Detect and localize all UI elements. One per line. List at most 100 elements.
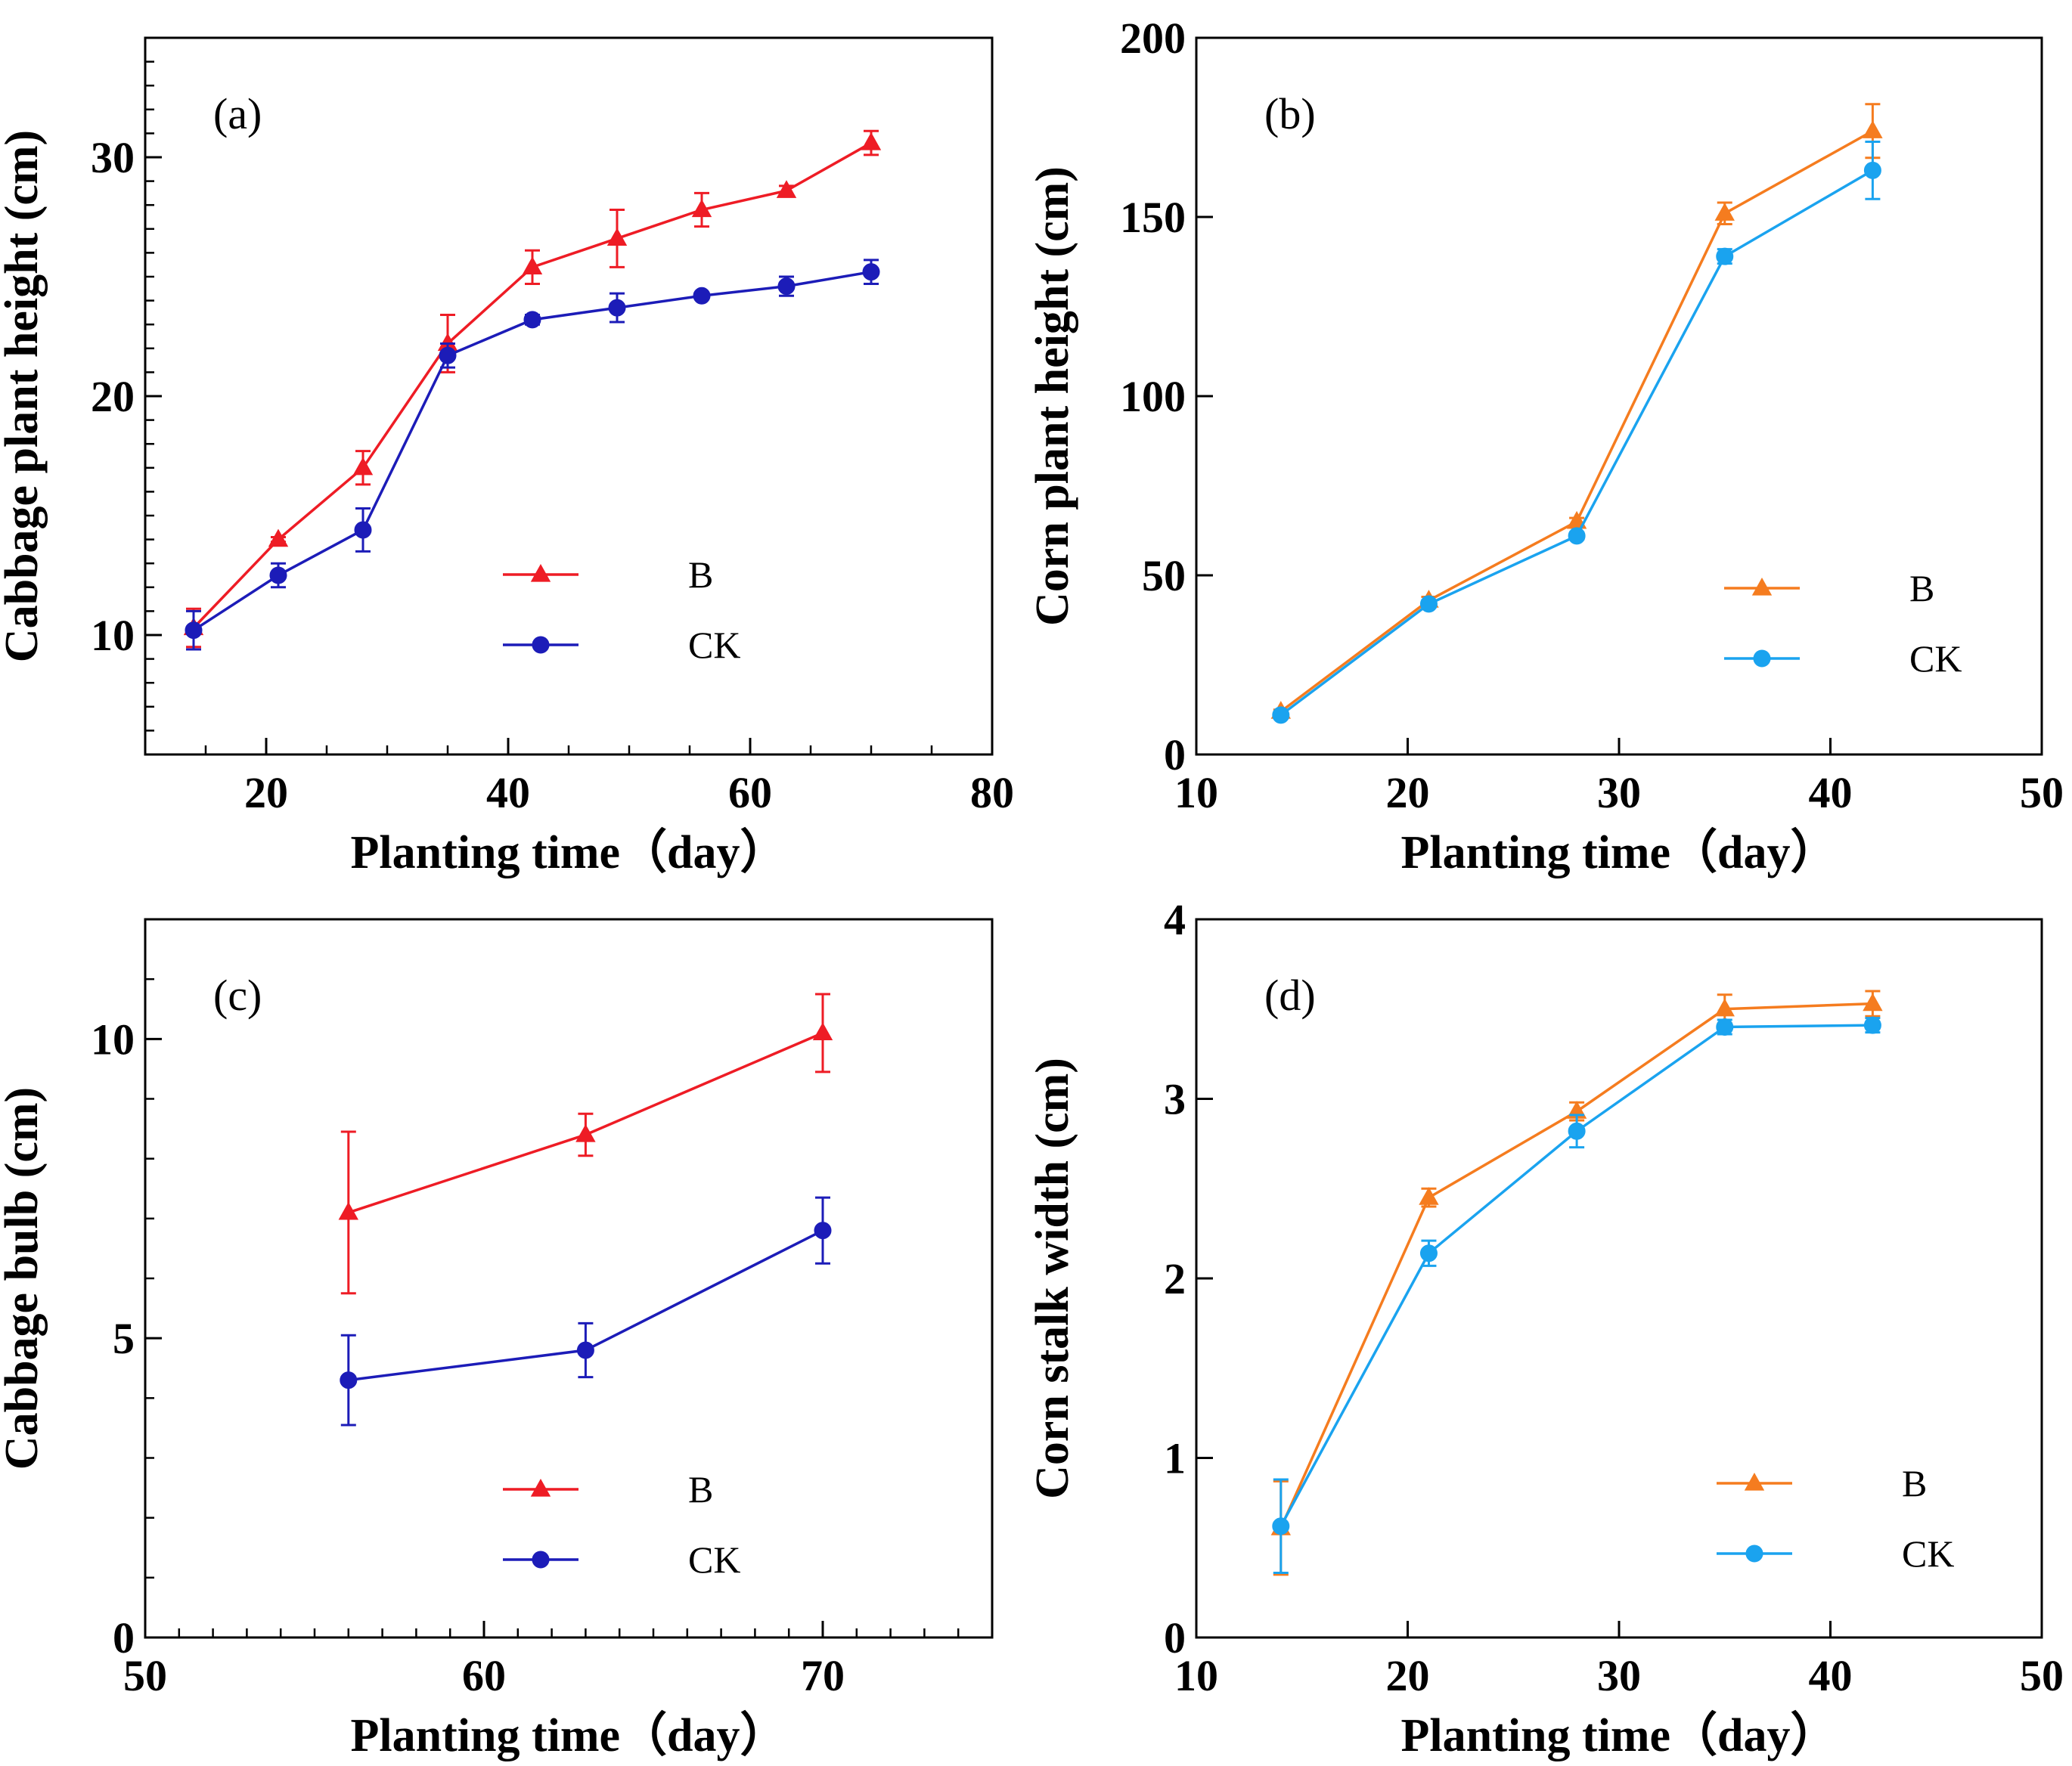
y-tick-label: 1 bbox=[1164, 1434, 1186, 1483]
data-point bbox=[606, 228, 628, 246]
series-ck bbox=[185, 259, 880, 651]
y-axis-title: Cabbage bulb (cm) bbox=[0, 1087, 48, 1470]
series-line bbox=[1279, 129, 1874, 713]
data-point bbox=[1419, 1244, 1438, 1263]
x-tick-label: 80 bbox=[970, 768, 1014, 817]
y-tick-label: 0 bbox=[1164, 1613, 1186, 1662]
data-point bbox=[576, 1341, 594, 1359]
y-tick-label: 100 bbox=[1120, 372, 1186, 421]
data-point bbox=[862, 263, 880, 281]
plot-frame bbox=[144, 918, 994, 1639]
series-ck bbox=[340, 1196, 832, 1427]
data-point bbox=[354, 521, 372, 539]
series-b bbox=[1270, 103, 1883, 719]
data-point bbox=[340, 1371, 358, 1390]
series-line bbox=[1279, 1024, 1873, 1527]
data-point bbox=[185, 621, 203, 640]
data-point bbox=[1863, 1016, 1881, 1034]
data-point bbox=[1272, 1517, 1290, 1535]
legend-label: CK bbox=[1909, 637, 1962, 680]
legend-entry-ck: CK bbox=[503, 1538, 740, 1581]
x-tick-label: 20 bbox=[244, 768, 288, 817]
data-point bbox=[523, 311, 541, 329]
y-axis-title: Cabbage plant height (cm) bbox=[0, 130, 48, 662]
x-tick-label: 40 bbox=[1809, 1651, 1853, 1700]
series-line bbox=[192, 141, 872, 629]
data-point bbox=[608, 299, 626, 317]
legend-marker bbox=[530, 1478, 551, 1497]
x-tick-label: 10 bbox=[1174, 768, 1218, 817]
legend-entry-b: B bbox=[1724, 567, 1934, 609]
x-tick-label: 10 bbox=[1174, 1651, 1218, 1700]
data-point bbox=[861, 132, 882, 150]
series-line bbox=[1279, 169, 1874, 717]
data-point bbox=[522, 256, 543, 274]
plot-frame bbox=[1195, 918, 2043, 1639]
data-point bbox=[269, 566, 287, 584]
legend-label: CK bbox=[688, 1538, 740, 1581]
legend-marker bbox=[1751, 577, 1773, 596]
legend-entry-ck: CK bbox=[1724, 637, 1962, 680]
legend-marker bbox=[1744, 1472, 1765, 1491]
x-tick-label: 50 bbox=[2020, 1651, 2064, 1700]
legend-label: B bbox=[1909, 567, 1934, 609]
data-point bbox=[1568, 1122, 1586, 1140]
y-axis-title: Corn stalk width (cm) bbox=[1027, 1058, 1078, 1499]
data-point bbox=[1716, 1018, 1734, 1036]
panel-label: (c) bbox=[213, 971, 262, 1020]
data-point bbox=[777, 277, 796, 296]
legend-label: CK bbox=[688, 624, 740, 666]
x-axis-title: Planting time（day） bbox=[351, 1709, 787, 1761]
y-axis-title: Corn plant height (cm) bbox=[1027, 166, 1078, 626]
data-point bbox=[439, 346, 457, 364]
legend-entry-b: B bbox=[503, 1468, 713, 1510]
data-point bbox=[338, 1201, 359, 1220]
x-tick-label: 40 bbox=[486, 768, 530, 817]
legend-entry-b: B bbox=[503, 553, 713, 596]
x-tick-label: 60 bbox=[728, 768, 772, 817]
y-tick-label: 10 bbox=[91, 1015, 135, 1064]
legend-marker bbox=[1745, 1544, 1763, 1563]
legend-label: B bbox=[688, 1468, 713, 1510]
x-tick-label: 40 bbox=[1809, 768, 1853, 817]
x-axis-title: Planting time（day） bbox=[1401, 826, 1838, 878]
panel-c: 50 60 70 0 5 10 Planting time（day） Cabbage bulb… bbox=[0, 918, 994, 1761]
x-tick-label: 60 bbox=[462, 1651, 506, 1700]
y-tick-label: 0 bbox=[1164, 730, 1186, 779]
legend-label: B bbox=[1902, 1462, 1927, 1504]
data-point bbox=[1716, 247, 1734, 265]
series-ck bbox=[1272, 1016, 1881, 1574]
data-point bbox=[352, 457, 374, 476]
data-point bbox=[1863, 120, 1883, 138]
legend-entry-ck: CK bbox=[503, 624, 740, 666]
legend-marker bbox=[530, 563, 551, 582]
y-tick-label: 150 bbox=[1120, 193, 1186, 242]
y-tick-label: 2 bbox=[1164, 1254, 1186, 1303]
x-tick-label: 70 bbox=[801, 1651, 845, 1700]
y-tick-label: 5 bbox=[113, 1314, 135, 1363]
data-point bbox=[1419, 595, 1438, 613]
data-point bbox=[776, 180, 797, 198]
panel-label: (b) bbox=[1264, 89, 1316, 138]
series-line bbox=[1279, 1002, 1873, 1529]
legend-label: CK bbox=[1902, 1532, 1954, 1575]
data-point bbox=[814, 1222, 832, 1240]
legend-entry-b: B bbox=[1717, 1462, 1927, 1504]
legend-label: B bbox=[688, 553, 713, 596]
y-tick-label: 20 bbox=[91, 372, 135, 421]
x-tick-label: 30 bbox=[1597, 768, 1641, 817]
y-tick-label: 4 bbox=[1164, 895, 1186, 944]
data-point bbox=[1714, 203, 1735, 221]
data-point bbox=[1272, 706, 1290, 724]
legend-marker bbox=[1753, 649, 1771, 668]
data-point bbox=[1863, 161, 1881, 179]
data-point bbox=[1568, 527, 1586, 545]
data-point bbox=[693, 287, 711, 305]
data-point bbox=[575, 1123, 596, 1142]
data-point bbox=[812, 1022, 833, 1041]
x-axis-title: Planting time（day） bbox=[351, 826, 787, 878]
y-tick-label: 50 bbox=[1142, 551, 1186, 600]
x-tick-label: 30 bbox=[1597, 1651, 1641, 1700]
x-tick-label: 50 bbox=[2020, 768, 2064, 817]
